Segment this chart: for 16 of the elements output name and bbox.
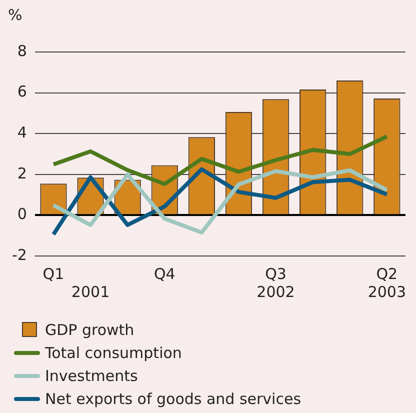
legend-label: Investments bbox=[45, 366, 138, 384]
x-tick-label: 2001 bbox=[71, 282, 110, 301]
legend-label: Total consumption bbox=[45, 344, 182, 362]
y-tick-label: 4 bbox=[17, 123, 27, 142]
x-tick-label: Q4 bbox=[154, 264, 176, 283]
y-tick-label: -2 bbox=[12, 246, 27, 264]
x-tick-label: Q3 2002 bbox=[256, 264, 295, 301]
y-axis-title: % bbox=[8, 6, 22, 24]
legend-label: GDP growth bbox=[45, 320, 134, 338]
y-tick-label: 2 bbox=[17, 164, 27, 182]
legend-label: Net exports of goods and services bbox=[45, 390, 302, 408]
x-tick-label: Q1 bbox=[42, 264, 64, 283]
y-tick-label: 6 bbox=[17, 82, 27, 101]
y-tick-label: 0 bbox=[17, 205, 27, 224]
y-tick-label: 8 bbox=[17, 42, 27, 60]
x-tick-label: Q2 2003 bbox=[368, 264, 406, 301]
